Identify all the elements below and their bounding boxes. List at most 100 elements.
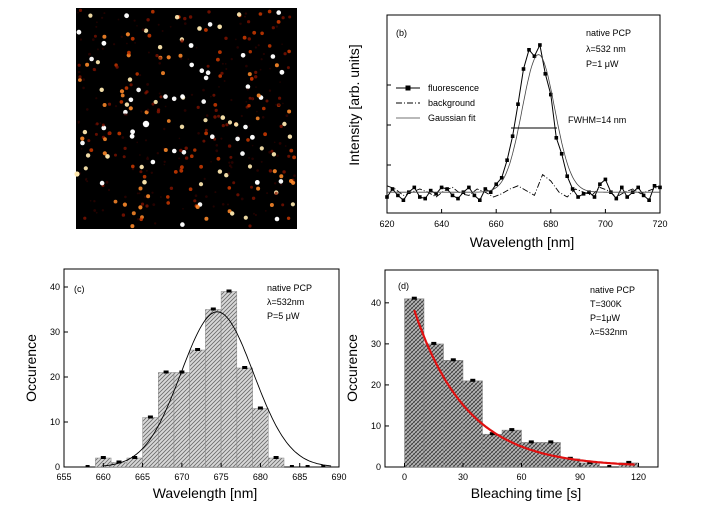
x-tick-label: 60 <box>516 472 526 482</box>
fluorescence-spot <box>214 108 218 112</box>
legend-fluorescence-marker <box>405 85 411 91</box>
fluorescence-spot <box>101 123 105 127</box>
fluorescence-point <box>625 195 629 199</box>
fluorescence-spot <box>120 93 125 98</box>
histogram-bar-cap <box>257 406 263 410</box>
fluorescence-spot <box>236 12 242 17</box>
fluorescence-spot <box>163 94 168 99</box>
fluorescence-point <box>472 193 477 198</box>
fluorescence-spot <box>217 114 221 118</box>
x-tick-label: 670 <box>174 472 189 482</box>
fluorescence-spot <box>83 216 87 220</box>
fluorescence-spot <box>131 211 136 216</box>
fluorescence-spot <box>144 91 148 95</box>
fluorescence-spot <box>77 120 81 124</box>
fluorescence-spot <box>173 170 178 174</box>
legend-background-label: background <box>428 98 475 108</box>
fluorescence-spot <box>141 28 145 32</box>
fluorescence-spot <box>250 76 254 81</box>
fluorescence-spot <box>261 12 264 15</box>
panel-d-note-4: λ=532nm <box>590 327 627 337</box>
fluorescence-spot <box>181 150 187 155</box>
fluorescence-spot <box>146 157 150 161</box>
fluorescence-spot <box>166 119 171 123</box>
histogram-bar-cap <box>509 428 515 432</box>
fluorescence-spot <box>223 80 226 82</box>
fluorescence-spot <box>246 88 249 91</box>
fluorescence-spot <box>240 53 246 58</box>
fluorescence-spot <box>164 105 167 108</box>
fluorescence-spot <box>178 157 181 160</box>
fluorescence-spot <box>96 21 98 24</box>
fluorescence-spot <box>101 40 107 46</box>
fluorescence-spot <box>107 102 112 106</box>
fluorescence-spot <box>124 13 129 19</box>
fluorescence-spot <box>278 142 282 145</box>
fluorescence-spot <box>163 163 166 166</box>
histogram-bar-cap <box>289 465 294 467</box>
x-tick-label: 665 <box>135 472 150 482</box>
fluorescence-spot <box>218 50 222 54</box>
fluorescence-spot <box>82 78 85 81</box>
fluorescence-spot <box>252 30 257 35</box>
fluorescence-spot <box>288 15 292 19</box>
fluorescence-spot <box>243 215 248 220</box>
fluorescence-spot <box>180 39 184 43</box>
fluorescence-spot <box>86 108 89 111</box>
fluorescence-spot <box>276 20 281 24</box>
fluorescence-spot <box>93 200 96 203</box>
panel-d-y-ticks: 0 10 20 30 40 <box>371 298 389 472</box>
fluorescence-spot <box>284 145 287 147</box>
fluorescence-spot <box>172 148 177 154</box>
fluorescence-point <box>647 198 651 202</box>
fluorescence-spot <box>204 216 209 221</box>
fluorescence-point <box>450 193 455 198</box>
panel-c-label: (c) <box>74 284 85 294</box>
fluorescence-spot <box>195 205 200 209</box>
fluorescence-spot <box>184 22 187 25</box>
panel-b-fwhm-annotation: FWHM=14 nm <box>568 115 626 125</box>
fluorescence-point <box>505 158 509 162</box>
fluorescence-spot <box>87 139 91 143</box>
fluorescence-spot <box>139 154 141 156</box>
fluorescence-point <box>418 195 422 199</box>
panel-b-note-3: P=1 μW <box>586 59 619 69</box>
fluorescence-spot <box>140 110 143 113</box>
fluorescence-spot <box>130 129 136 135</box>
fluorescence-spot <box>250 134 255 140</box>
fluorescence-spot <box>279 174 284 179</box>
fluorescence-point <box>636 185 640 190</box>
fluorescence-spot <box>264 210 267 212</box>
x-tick-label: 0 <box>402 472 407 482</box>
fluorescence-spot <box>124 195 127 199</box>
fluorescence-spot <box>240 114 243 118</box>
fluorescence-spot <box>180 57 183 60</box>
fluorescence-spot <box>163 127 166 131</box>
fluorescence-spot <box>230 98 233 102</box>
fluorescence-spot <box>161 30 164 32</box>
histogram-bar <box>173 372 190 468</box>
panel-d-x-ticks: 0 30 60 90 120 <box>402 463 646 482</box>
fluorescence-spot <box>274 63 279 68</box>
x-tick-label: 680 <box>253 472 268 482</box>
fluorescence-spot <box>178 53 183 58</box>
panel-b-legend: fluorescence background Gaussian fit <box>396 83 479 123</box>
fluorescence-spot <box>287 134 293 139</box>
fluorescence-point <box>488 190 493 194</box>
fluorescence-spot <box>201 99 206 104</box>
fluorescence-spot <box>217 169 223 174</box>
fluorescence-spot <box>78 78 82 82</box>
fluorescence-spot <box>257 44 260 47</box>
fluorescence-spot <box>204 131 209 136</box>
fluorescence-spot <box>143 28 149 33</box>
fluorescence-spot <box>285 114 289 117</box>
fluorescence-spot <box>147 33 152 38</box>
fluorescence-spot <box>77 63 81 67</box>
fluorescence-spot <box>240 197 244 201</box>
fluorescence-spot <box>196 105 200 109</box>
fluorescence-spot <box>229 155 233 159</box>
fluorescence-spot <box>187 58 190 60</box>
fluorescence-spot <box>287 109 292 114</box>
x-tick-label: 120 <box>631 472 646 482</box>
fluorescence-spot <box>276 154 279 157</box>
